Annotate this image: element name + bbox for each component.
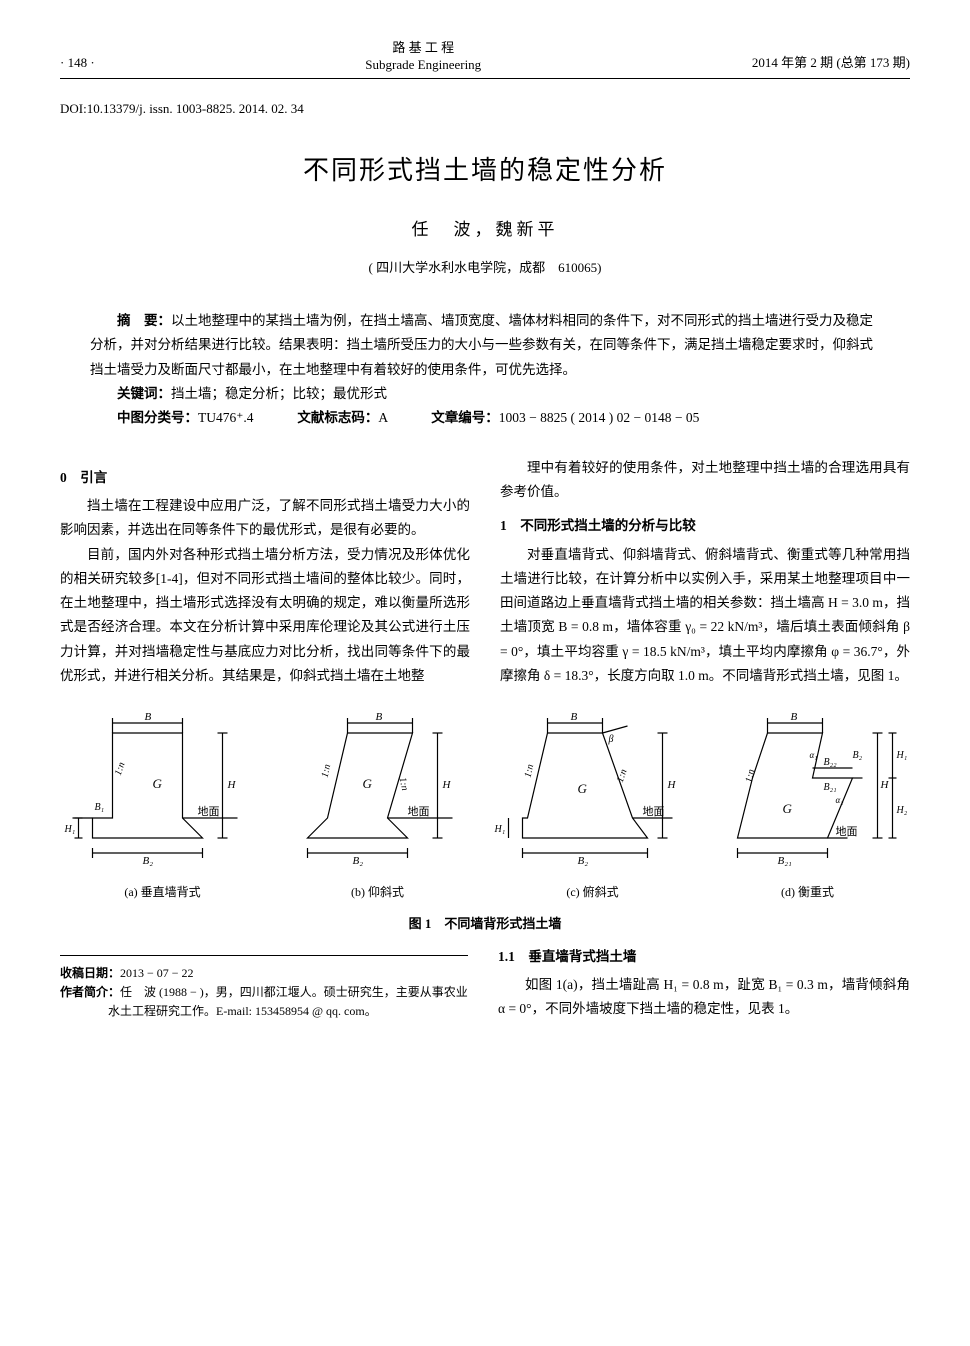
affiliation: ( 四川大学水利水电学院，成都 610065) xyxy=(60,258,910,279)
label-B2-b: B₂ xyxy=(353,855,364,867)
section-0-p2: 目前，国内外对各种形式挡土墙分析方法，受力情况及形体优化的相关研究较多[1-4]… xyxy=(60,543,470,689)
abstract-block: 摘 要：以土地整理中的某挡土墙为例，在挡土墙高、墙顶宽度、墙体材料相同的条件下，… xyxy=(90,309,880,430)
figure-row: B B₁ B₂ G H H₁ 1:n 地面 (a) 垂直墙背式 xyxy=(60,708,910,902)
author-bio: 作者简介：任 波 (1988 − )，男，四川都江堰人。硕士研究生，主要从事农业… xyxy=(60,983,468,1021)
clc-value: TU476⁺.4 xyxy=(198,410,254,425)
subfig-b: B B₂ G H 1:n 1:n 地面 (b) 仰斜式 xyxy=(275,708,480,902)
authors: 任 波，魏新平 xyxy=(60,216,910,243)
label-ground-d: 地面 xyxy=(836,825,858,838)
label-slope-b1: 1:n xyxy=(320,764,334,779)
paper-title: 不同形式挡土墙的稳定性分析 xyxy=(60,150,910,192)
recv-value: 2013 − 07 − 22 xyxy=(120,966,194,980)
clc-label: 中图分类号： xyxy=(117,410,198,425)
bottom-row: 收稿日期：2013 − 07 − 22 作者简介：任 波 (1988 − )，男… xyxy=(60,935,910,1022)
journal-cn: 路 基 工 程 xyxy=(365,40,481,57)
figure-caption: 图 1 不同墙背形式挡土墙 xyxy=(60,914,910,935)
subcaption-a: (a) 垂直墙背式 xyxy=(60,883,265,902)
running-header: · 148 · 路 基 工 程 Subgrade Engineering 201… xyxy=(60,40,910,79)
label-B-c: B xyxy=(571,711,578,723)
subcaption-c: (c) 俯斜式 xyxy=(490,883,695,902)
journal-en: Subgrade Engineering xyxy=(365,57,481,74)
column-left: 0 引言 挡土墙在工程建设中应用广泛，了解不同形式挡土墙受力大小的影响因素，并选… xyxy=(60,456,470,689)
abstract-label: 摘 要： xyxy=(117,313,171,328)
label-B2-c: B₂ xyxy=(578,855,589,867)
label-B22: B₂₂ xyxy=(824,757,838,768)
label-G-c: G xyxy=(578,781,588,796)
subcaption-b: (b) 仰斜式 xyxy=(275,883,480,902)
subfig-c: B β B₂ G H H₁ 1:n 1:n 地面 (c) 俯斜式 xyxy=(490,708,695,902)
label-slope-a: 1:n xyxy=(113,761,128,777)
journal-title: 路 基 工 程 Subgrade Engineering xyxy=(365,40,481,74)
label-B1: B₁ xyxy=(95,802,105,813)
diagram-leaning-forward: B β B₂ G H H₁ 1:n 1:n 地面 xyxy=(490,708,695,868)
label-G-b: G xyxy=(363,776,373,791)
label-B21-top: B₂₁ xyxy=(824,782,837,793)
doc-code-label: 文献标志码： xyxy=(297,410,378,425)
article-id-value: 1003 − 8825 ( 2014 ) 02 − 0148 − 05 xyxy=(499,410,700,425)
label-H1-d: H₁ xyxy=(896,750,908,761)
page-number: · 148 · xyxy=(60,53,95,74)
keywords-label: 关键词： xyxy=(117,386,171,401)
section-0-head: 0 引言 xyxy=(60,466,470,490)
section-11-p1: 如图 1(a)，挡土墙趾高 H₁ = 0.8 m，趾宽 B₁ = 0.3 m，墙… xyxy=(498,973,910,1022)
label-G: G xyxy=(153,776,163,791)
issue-info: 2014 年第 2 期 (总第 173 期) xyxy=(752,53,910,74)
label-H1: H₁ xyxy=(64,824,76,835)
recv-label: 收稿日期： xyxy=(60,966,120,980)
keywords: 关键词：挡土墙；稳定分析；比较；最优形式 xyxy=(90,382,880,406)
label-beta-c: β xyxy=(608,734,614,745)
label-B: B xyxy=(145,711,152,723)
figure-1: B B₁ B₂ G H H₁ 1:n 地面 (a) 垂直墙背式 xyxy=(60,708,910,934)
diagram-vertical-back: B B₁ B₂ G H H₁ 1:n 地面 xyxy=(60,708,265,868)
column-right: 理中有着较好的使用条件，对土地整理中挡土墙的合理选用具有参考价值。 1 不同形式… xyxy=(500,456,910,689)
label-alpha1: α₁ xyxy=(810,750,818,760)
label-ground-c: 地面 xyxy=(643,805,665,818)
author-bio-text: 任 波 (1988 − )，男，四川都江堰人。硕士研究生，主要从事农业水土工程研… xyxy=(108,985,468,1018)
section-0-p2-cont: 理中有着较好的使用条件，对土地整理中挡土墙的合理选用具有参考价值。 xyxy=(500,456,910,505)
label-ground-b: 地面 xyxy=(408,805,430,818)
doc-code-value: A xyxy=(378,410,387,425)
received-date: 收稿日期：2013 − 07 − 22 xyxy=(60,964,468,983)
section-0-p1: 挡土墙在工程建设中应用广泛，了解不同形式挡土墙受力大小的影响因素，并选出在同等条… xyxy=(60,494,470,543)
keywords-text: 挡土墙；稳定分析；比较；最优形式 xyxy=(171,386,387,401)
subfig-d: B B₂ B₂₂ B₂₁ B₂₁ G H H₁ H₂ α₁ α₂ 1:n 地面 … xyxy=(705,708,910,902)
subfig-a: B B₁ B₂ G H H₁ 1:n 地面 (a) 垂直墙背式 xyxy=(60,708,265,902)
section-11-head: 1.1 垂直墙背式挡土墙 xyxy=(498,945,910,969)
classification-line: 中图分类号：TU476⁺.4 文献标志码：A 文章编号：1003 − 8825 … xyxy=(90,406,880,430)
label-H: H xyxy=(227,779,237,791)
abstract-text: 以土地整理中的某挡土墙为例，在挡土墙高、墙顶宽度、墙体材料相同的条件下，对不同形… xyxy=(90,313,873,377)
label-B-b: B xyxy=(376,711,383,723)
section-1-p1: 对垂直墙背式、仰斜墙背式、俯斜墙背式、衡重式等几种常用挡土墙进行比较，在计算分析… xyxy=(500,543,910,689)
label-slope-d: 1:n xyxy=(744,769,758,784)
bottom-right-col: 1.1 垂直墙背式挡土墙 如图 1(a)，挡土墙趾高 H₁ = 0.8 m，趾宽… xyxy=(498,935,910,1022)
label-B-d: B xyxy=(791,711,798,723)
label-H1-c: H₁ xyxy=(494,824,506,835)
abstract: 摘 要：以土地整理中的某挡土墙为例，在挡土墙高、墙顶宽度、墙体材料相同的条件下，… xyxy=(90,309,880,382)
author-bio-label: 作者简介： xyxy=(60,985,120,999)
label-slope-c2: 1:n xyxy=(615,768,630,784)
article-id-label: 文章编号： xyxy=(431,410,499,425)
label-B2d: B₂ xyxy=(853,750,863,761)
label-B2: B₂ xyxy=(143,855,154,867)
label-G-d: G xyxy=(783,801,793,816)
label-alpha2: α₂ xyxy=(836,795,844,805)
label-B21: B₂₁ xyxy=(778,855,793,867)
footer-block: 收稿日期：2013 − 07 − 22 作者简介：任 波 (1988 − )，男… xyxy=(60,955,468,1022)
label-slope-b2: 1:n xyxy=(397,777,411,792)
label-ground-a: 地面 xyxy=(198,805,220,818)
subcaption-d: (d) 衡重式 xyxy=(705,883,910,902)
diagram-counterweight: B B₂ B₂₂ B₂₁ B₂₁ G H H₁ H₂ α₁ α₂ 1:n 地面 xyxy=(705,708,910,868)
section-1-head: 1 不同形式挡土墙的分析与比较 xyxy=(500,514,910,538)
diagram-leaning-back: B B₂ G H 1:n 1:n 地面 xyxy=(275,708,480,868)
label-H-d: H xyxy=(880,779,890,791)
label-H-c: H xyxy=(667,779,677,791)
doi-line: DOI:10.13379/j. issn. 1003-8825. 2014. 0… xyxy=(60,99,910,120)
label-H-b: H xyxy=(442,779,452,791)
label-H2-d: H₂ xyxy=(896,805,908,816)
body-columns: 0 引言 挡土墙在工程建设中应用广泛，了解不同形式挡土墙受力大小的影响因素，并选… xyxy=(60,456,910,689)
label-slope-c1: 1:n xyxy=(523,764,537,779)
